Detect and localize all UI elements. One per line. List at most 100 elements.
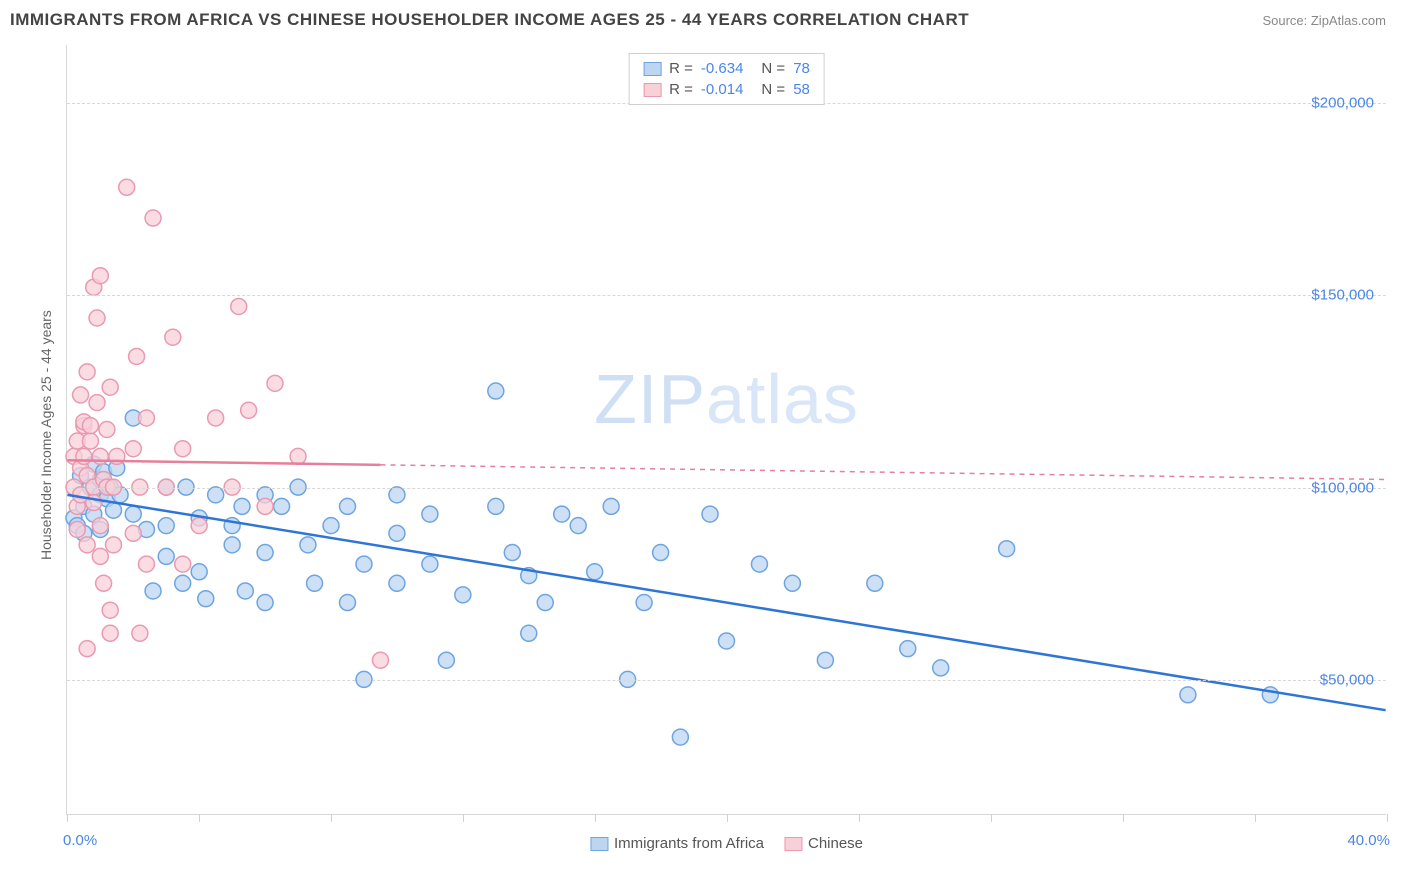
x-tick <box>1387 814 1388 822</box>
scatter-point-chinese <box>96 575 112 591</box>
scatter-point-chinese <box>145 210 161 226</box>
scatter-point-chinese <box>372 652 388 668</box>
scatter-point-africa <box>438 652 454 668</box>
scatter-point-africa <box>999 541 1015 557</box>
scatter-point-chinese <box>82 418 98 434</box>
legend-item-africa[interactable]: Immigrants from Africa <box>590 835 764 852</box>
scatter-plot-svg <box>67 45 1386 814</box>
scatter-point-africa <box>237 583 253 599</box>
trend-line-chinese-dashed <box>380 465 1385 480</box>
grid-line-h <box>67 680 1386 681</box>
scatter-point-africa <box>900 641 916 657</box>
scatter-point-chinese <box>92 518 108 534</box>
scatter-point-africa <box>504 545 520 561</box>
scatter-point-chinese <box>119 179 135 195</box>
chart-title: IMMIGRANTS FROM AFRICA VS CHINESE HOUSEH… <box>10 10 969 30</box>
grid-line-h <box>67 295 1386 296</box>
scatter-point-chinese <box>191 518 207 534</box>
chart-wrapper: Householder Income Ages 25 - 44 years ZI… <box>10 40 1396 882</box>
scatter-point-africa <box>570 518 586 534</box>
legend-label: Immigrants from Africa <box>614 835 764 852</box>
y-tick-label: $150,000 <box>1311 287 1374 304</box>
scatter-point-africa <box>158 548 174 564</box>
legend-n-label: N = <box>761 81 785 98</box>
scatter-point-chinese <box>257 498 273 514</box>
x-tick <box>859 814 860 822</box>
x-axis-min-label: 0.0% <box>63 832 97 849</box>
scatter-point-chinese <box>92 548 108 564</box>
scatter-point-africa <box>719 633 735 649</box>
y-tick-label: $100,000 <box>1311 479 1374 496</box>
legend-item-chinese[interactable]: Chinese <box>784 835 863 852</box>
source-prefix: Source: <box>1262 13 1310 28</box>
scatter-point-africa <box>389 525 405 541</box>
scatter-point-africa <box>933 660 949 676</box>
scatter-point-africa <box>521 625 537 641</box>
scatter-point-chinese <box>125 525 141 541</box>
scatter-point-chinese <box>86 495 102 511</box>
scatter-point-africa <box>323 518 339 534</box>
legend-n-value: 78 <box>793 60 810 77</box>
scatter-point-africa <box>307 575 323 591</box>
scatter-point-africa <box>274 498 290 514</box>
scatter-point-chinese <box>69 521 85 537</box>
scatter-point-africa <box>106 502 122 518</box>
scatter-point-chinese <box>290 448 306 464</box>
scatter-point-africa <box>340 595 356 611</box>
legend-n-value: 58 <box>793 81 810 98</box>
grid-line-h <box>67 488 1386 489</box>
scatter-point-chinese <box>76 448 92 464</box>
scatter-point-africa <box>257 595 273 611</box>
legend-n-label: N = <box>761 60 785 77</box>
scatter-point-africa <box>257 545 273 561</box>
y-axis-title: Householder Income Ages 25 - 44 years <box>38 310 54 560</box>
source-link[interactable]: ZipAtlas.com <box>1311 13 1386 28</box>
scatter-point-chinese <box>89 395 105 411</box>
scatter-point-chinese <box>79 364 95 380</box>
scatter-point-chinese <box>165 329 181 345</box>
scatter-point-chinese <box>79 537 95 553</box>
scatter-point-africa <box>175 575 191 591</box>
scatter-point-chinese <box>102 625 118 641</box>
scatter-point-africa <box>672 729 688 745</box>
scatter-point-africa <box>191 564 207 580</box>
x-tick <box>331 814 332 822</box>
x-tick <box>727 814 728 822</box>
scatter-point-africa <box>356 556 372 572</box>
scatter-point-chinese <box>208 410 224 426</box>
legend-swatch-africa <box>590 837 608 851</box>
scatter-point-chinese <box>102 602 118 618</box>
scatter-point-chinese <box>241 402 257 418</box>
x-tick <box>1123 814 1124 822</box>
scatter-point-africa <box>784 575 800 591</box>
scatter-point-chinese <box>73 387 89 403</box>
scatter-point-africa <box>389 487 405 503</box>
scatter-point-africa <box>488 383 504 399</box>
scatter-point-africa <box>198 591 214 607</box>
series-legend: Immigrants from Africa Chinese <box>590 835 863 852</box>
scatter-point-africa <box>340 498 356 514</box>
scatter-point-chinese <box>89 310 105 326</box>
scatter-point-chinese <box>79 641 95 657</box>
x-tick <box>199 814 200 822</box>
y-tick-label: $200,000 <box>1311 94 1374 111</box>
x-tick <box>1255 814 1256 822</box>
scatter-point-africa <box>653 545 669 561</box>
scatter-point-chinese <box>92 268 108 284</box>
x-axis-max-label: 40.0% <box>1347 832 1390 849</box>
scatter-point-africa <box>208 487 224 503</box>
scatter-point-chinese <box>132 625 148 641</box>
x-tick <box>991 814 992 822</box>
scatter-point-africa <box>145 583 161 599</box>
scatter-point-africa <box>702 506 718 522</box>
legend-row-africa: R = -0.634N = 78 <box>629 58 824 79</box>
scatter-point-africa <box>300 537 316 553</box>
scatter-point-africa <box>867 575 883 591</box>
source-attribution: Source: ZipAtlas.com <box>1262 13 1386 28</box>
scatter-point-africa <box>224 537 240 553</box>
legend-r-label: R = <box>669 81 693 98</box>
scatter-point-africa <box>234 498 250 514</box>
scatter-point-africa <box>422 506 438 522</box>
scatter-point-chinese <box>99 422 115 438</box>
scatter-point-africa <box>603 498 619 514</box>
